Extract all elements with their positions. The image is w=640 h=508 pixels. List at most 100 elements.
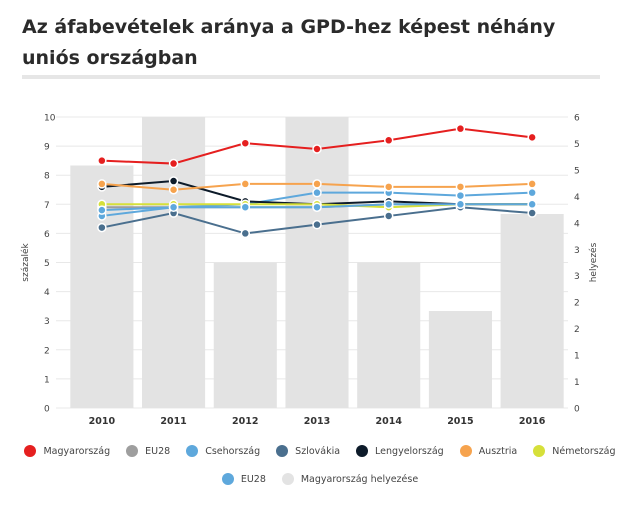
y-right-tick-label: 3 xyxy=(574,246,580,256)
chart-plot: 0 1 2 3 4 5 6 7 8 9 10 0 1 1 2 2 3 3 4 4 5 5 6 2010 2011 2012 2013… xyxy=(20,114,599,428)
x-tick-label: 2010 xyxy=(89,416,116,427)
data-point xyxy=(312,202,322,212)
legend-swatch-icon xyxy=(459,445,472,457)
ranking-bar xyxy=(213,262,277,408)
legend-item[interactable]: Lengyelország xyxy=(356,445,444,457)
legend-label: Csehország xyxy=(205,445,261,457)
data-point xyxy=(527,208,537,218)
y-left-tick-label: 9 xyxy=(44,143,50,153)
data-point xyxy=(168,185,179,195)
data-point xyxy=(312,179,322,189)
legend-item[interactable]: Ausztria xyxy=(459,445,518,457)
data-point xyxy=(383,135,394,146)
x-tick-label: 2012 xyxy=(232,416,258,427)
legend-item[interactable]: Szlovákia xyxy=(276,445,340,457)
y-left-tick-label: 3 xyxy=(44,317,50,327)
x-tick-label: 2011 xyxy=(160,416,186,427)
data-point xyxy=(97,205,107,215)
legend-swatch-icon xyxy=(126,445,139,457)
legend-item[interactable]: EU28 xyxy=(221,473,266,485)
y-right-tick-label: 5 xyxy=(574,166,580,176)
data-point xyxy=(312,144,322,154)
legend-swatch-icon xyxy=(24,445,37,457)
y-right-axis-title: helyezés xyxy=(588,242,599,282)
y-right-tick-label: 5 xyxy=(574,140,580,150)
data-point xyxy=(383,182,394,192)
data-point xyxy=(527,179,537,189)
y-right-tick-label: 1 xyxy=(574,352,580,362)
legend-item[interactable]: Magyarország helyezése xyxy=(281,473,419,485)
data-points xyxy=(97,123,537,239)
legend-label: EU28 xyxy=(240,473,266,485)
legend-label: Ausztria xyxy=(478,445,518,457)
data-point xyxy=(240,179,251,189)
y-left-axis-title: százalék xyxy=(20,243,31,282)
data-point xyxy=(240,138,251,148)
data-point xyxy=(455,182,466,192)
chart-title: Az áfabevételek aránya a GPD-hez képest … xyxy=(22,16,556,69)
data-point xyxy=(455,123,466,134)
legend-row-1: Magyarország EU28 Csehország Szlovákia Lengy… xyxy=(0,445,640,457)
legend-label: Németország xyxy=(552,445,616,457)
y-right-tick-label: 2 xyxy=(574,299,580,309)
data-point xyxy=(312,219,322,230)
legend-label: Magyarország xyxy=(43,445,111,457)
y-left-tick-label: 6 xyxy=(44,230,50,240)
legend-label: Magyarország helyezése xyxy=(300,473,419,485)
data-point xyxy=(168,202,179,212)
ranking-bar xyxy=(500,214,564,408)
legend-item[interactable]: Magyarország xyxy=(24,445,110,457)
data-point xyxy=(168,176,179,186)
y-right-tick-label: 6 xyxy=(574,114,580,124)
y-left-tick-label: 8 xyxy=(44,172,50,182)
y-right-tick-label: 1 xyxy=(574,378,580,388)
legend-swatch-icon xyxy=(533,445,546,457)
legend-swatch-icon xyxy=(221,473,234,485)
legend-label: EU28 xyxy=(145,445,171,457)
ranking-bar xyxy=(285,117,349,408)
legend-swatch-icon xyxy=(186,445,199,457)
y-left-tick-label: 5 xyxy=(44,259,50,269)
data-point xyxy=(240,202,251,212)
data-point xyxy=(455,190,466,201)
x-tick-label: 2013 xyxy=(304,416,330,427)
y-right-tick-label: 4 xyxy=(574,219,580,229)
y-right-tick-label: 0 xyxy=(574,405,580,415)
y-left-tick-label: 0 xyxy=(44,405,50,415)
y-left-tick-label: 10 xyxy=(44,114,56,124)
y-right-tick-label: 2 xyxy=(574,325,580,335)
x-tick-label: 2014 xyxy=(375,416,402,427)
y-left-tick-label: 7 xyxy=(44,201,50,211)
data-point xyxy=(168,158,179,169)
axis-labels: 0 1 2 3 4 5 6 7 8 9 10 0 1 1 2 2 3 3 4 4 5 5 6 2010 2011 2012 2013… xyxy=(20,114,599,428)
data-point xyxy=(97,222,107,233)
legend-item[interactable]: EU28 xyxy=(126,445,170,457)
ranking-bar xyxy=(357,262,421,408)
data-point xyxy=(312,187,322,198)
x-tick-label: 2015 xyxy=(447,416,473,427)
legend-label: Lengyelország xyxy=(375,445,444,457)
data-point xyxy=(527,199,537,210)
legend-item[interactable]: Csehország xyxy=(186,445,260,457)
y-left-tick-label: 1 xyxy=(44,375,50,385)
legend-label: Szlovákia xyxy=(295,445,341,457)
y-left-tick-label: 2 xyxy=(44,346,50,356)
legend-item[interactable]: Németország xyxy=(533,445,616,457)
y-right-tick-label: 4 xyxy=(574,193,580,203)
y-left-tick-label: 4 xyxy=(44,288,50,298)
x-tick-label: 2016 xyxy=(519,416,546,427)
title-divider xyxy=(22,75,600,79)
data-point xyxy=(383,211,394,221)
legend-row-2: EU28 Magyarország helyezése xyxy=(0,473,640,485)
data-point xyxy=(97,179,107,189)
data-point xyxy=(455,199,466,210)
legend-swatch-icon xyxy=(276,445,289,457)
bar-series-ranking xyxy=(70,117,564,408)
data-point xyxy=(97,155,107,166)
legend-swatch-icon xyxy=(356,445,369,457)
legend-swatch-icon xyxy=(281,473,294,485)
y-right-tick-label: 3 xyxy=(574,272,580,282)
data-point xyxy=(383,199,394,210)
data-point xyxy=(527,187,537,198)
data-point xyxy=(240,228,251,239)
